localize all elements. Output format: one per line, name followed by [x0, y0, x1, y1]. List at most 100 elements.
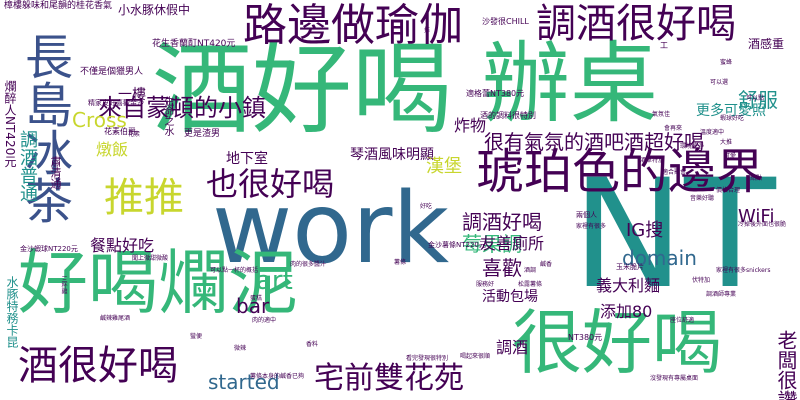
cloud-word: 來自蒙頓的小鎮 — [98, 94, 266, 122]
cloud-word: 調酒很好喝 — [536, 1, 736, 47]
cloud-word: 調酒普通 — [17, 130, 38, 202]
cloud-word: 花生香蘭酊NT420元 — [152, 39, 236, 49]
cloud-word: 可以選 — [710, 79, 729, 86]
cloud-word: 好吃 — [420, 203, 433, 210]
cloud-word: 爛醉人NT420元 — [3, 80, 17, 168]
cloud-word: 義大利麵 — [596, 276, 661, 295]
cloud-word: 聞上微甜微酸 — [132, 255, 169, 262]
cloud-word: 一樓 — [118, 87, 146, 103]
cloud-word: 家裡有很多snickers — [716, 267, 771, 274]
cloud-word: 伏特加 — [692, 277, 711, 284]
cloud-word: 蠻便 — [190, 333, 203, 340]
cloud-word: 工 — [660, 41, 668, 50]
cloud-word: 好喝爛泥 — [18, 242, 298, 324]
cloud-word: 小水豚休假中 — [118, 3, 191, 17]
cloud-word: 調酒師專業 — [706, 291, 737, 298]
cloud-word: 酒很好喝 — [18, 343, 178, 389]
cloud-word: 鹹香 — [540, 261, 553, 268]
cloud-word: 也很好喝 — [206, 165, 335, 203]
cloud-word: started — [208, 370, 280, 394]
cloud-word: 莓果調 — [462, 232, 522, 256]
cloud-word: 調酒好喝 — [462, 210, 542, 234]
cloud-word: 活動包場 — [482, 289, 538, 305]
cloud-word: 可以點 — [746, 95, 765, 102]
cloud-word: 三杯雞 — [60, 276, 67, 294]
cloud-word: 可以點一杯的概括 — [210, 267, 259, 274]
cloud-word: 適格蕾NT380元 — [466, 89, 525, 98]
cloud-word: Cross — [72, 108, 127, 132]
cloud-word: 蝦球好吃 — [720, 115, 745, 122]
cloud-word: 沙發很CHILL — [482, 17, 529, 26]
cloud-word: 推推 — [104, 175, 184, 221]
cloud-word: 花素伯爵 — [104, 127, 136, 136]
cloud-word: 金沙薯條NT220元 — [428, 241, 486, 249]
cloud-word: WiFi — [738, 206, 775, 227]
cloud-word: IG搜 — [626, 220, 664, 241]
cloud-word: 肅清通 — [49, 156, 62, 189]
cloud-word: 服務好 — [476, 281, 495, 288]
cloud-word: 氣氛佳 — [652, 111, 671, 118]
cloud-word: 家裡有很多 — [576, 223, 607, 230]
cloud-word: NT — [572, 148, 776, 322]
cloud-word: 蛋糕 — [250, 295, 263, 302]
cloud-word: 長島冰茶 — [16, 32, 72, 224]
cloud-word: 大推 — [720, 139, 733, 146]
cloud-word: 路邊做瑜伽 — [243, 0, 463, 51]
cloud-word: 點點 — [750, 175, 763, 182]
cloud-word: 酒感重 — [748, 37, 785, 51]
cloud-word: 肉的適中 — [252, 317, 277, 324]
cloud-word: 添加80 — [600, 302, 653, 321]
cloud-word: 酒調 — [524, 267, 537, 274]
cloud-word: art — [256, 266, 293, 296]
cloud-word: 可愛 — [724, 153, 737, 160]
cloud-word: 不僅是個獵男人 — [80, 67, 144, 77]
cloud-word: 兩個人 — [576, 211, 597, 219]
cloud-word: 喝起來很順 — [460, 353, 491, 360]
cloud-word: 松露薯條 — [518, 281, 543, 288]
cloud-word: 老闆很讚 — [774, 330, 798, 400]
cloud-word: 辦桌 — [482, 32, 659, 135]
cloud-word: 很好喝 — [512, 302, 722, 384]
cloud-word: 舒服 — [738, 88, 778, 112]
cloud-word: 推 — [424, 27, 431, 34]
cloud-word: 座位舒適 — [670, 317, 695, 324]
cloud-word: 音樂好聽 — [690, 195, 715, 202]
cloud-word: work — [212, 172, 450, 286]
cloud-word: 生命之水 — [162, 96, 173, 136]
cloud-word: 炸物 — [454, 116, 487, 135]
cloud-word: 薯條 — [394, 259, 407, 266]
cloud-word: 地下室 — [226, 151, 268, 167]
cloud-word: 花素 — [128, 131, 141, 138]
cloud-word: 琥珀色的邊界 — [476, 144, 765, 200]
cloud-word: 燉飯 — [96, 140, 129, 159]
cloud-word: 會再來 — [664, 125, 683, 132]
cloud-word: 香料 — [306, 341, 319, 348]
cloud-word: 喜歡 — [482, 256, 522, 280]
cloud-word: 酒單特別 — [640, 157, 665, 164]
cloud-word: 金沙蝦球NT220元 — [20, 245, 78, 253]
cloud-word: 鹹辣雞尾酒 — [100, 315, 131, 322]
cloud-word: 價格合理 — [716, 187, 741, 194]
cloud-word: 酒好喝 — [152, 31, 452, 148]
cloud-word: bar — [236, 294, 270, 318]
cloud-word: 水豚特務卡昆 — [5, 276, 19, 348]
cloud-word: 玉米脆片 — [616, 263, 644, 271]
cloud-word: 溫度適中 — [700, 129, 725, 136]
cloud-word: 漢堡 — [426, 156, 462, 177]
cloud-word: 很有氣氛的酒吧酒超好喝 — [484, 130, 704, 154]
cloud-word: 樟樓躲味和尾韻的桂花香氣 — [4, 1, 113, 11]
cloud-word: 肉的很多醬汁 — [290, 261, 327, 268]
cloud-word: 微辣 — [234, 345, 247, 352]
cloud-word: 適合聚會 — [662, 169, 687, 176]
cloud-word: 蜜蜂 — [720, 59, 733, 66]
cloud-word: 調酒 — [496, 338, 529, 357]
cloud-word: 環境乾淨 — [680, 143, 705, 150]
cloud-word: 琴酒風味明顯 — [350, 147, 434, 163]
cloud-word: 友善廁所 — [480, 234, 545, 253]
cloud-word: 宅前雙花苑 — [314, 361, 464, 396]
cloud-word: 更多可愛照 — [696, 103, 766, 119]
cloud-word: 更是渣男 — [184, 129, 221, 139]
cloud-word: 酒的調料很特別 — [480, 111, 536, 120]
cloud-word: NT380元 — [568, 333, 603, 342]
